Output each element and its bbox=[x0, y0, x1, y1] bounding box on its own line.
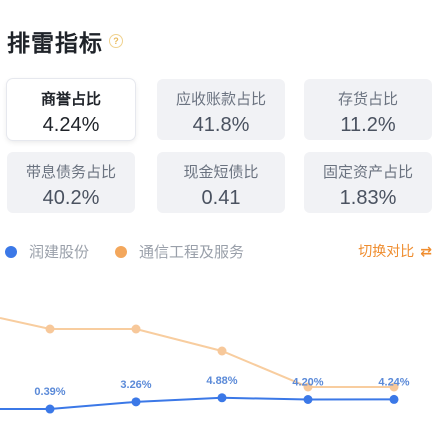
industry-series-point[interactable] bbox=[303, 382, 313, 392]
industry-series-point[interactable] bbox=[131, 324, 141, 334]
metric-label: 应收账款占比 bbox=[175, 91, 266, 108]
switch-compare-label: 切换对比 bbox=[358, 243, 415, 259]
legend-dot bbox=[115, 245, 128, 258]
company-data-label: 4.24% bbox=[378, 376, 409, 388]
help-icon[interactable]: ? bbox=[109, 34, 123, 48]
metric-label: 商誉占比 bbox=[40, 91, 101, 108]
metric-value: 40.2% bbox=[42, 187, 100, 209]
swap-icon: ⇄ bbox=[420, 242, 432, 259]
metric-value: 0.41 bbox=[201, 187, 241, 209]
metric-card-goodwill[interactable]: 商誉占比 4.24% bbox=[7, 79, 135, 140]
metric-value: 4.24% bbox=[42, 114, 100, 136]
metric-card-interest-debt[interactable]: 带息债务占比 40.2% bbox=[7, 152, 135, 213]
metric-card-fixed-assets[interactable]: 固定资产占比 1.83% bbox=[304, 152, 432, 213]
industry-series-point[interactable] bbox=[217, 346, 227, 356]
company-series-point[interactable] bbox=[389, 394, 399, 404]
metric-card-receivables[interactable]: 应收账款占比 41.8% bbox=[157, 79, 285, 140]
metric-card-cash-short-debt[interactable]: 现金短债比 0.41 bbox=[157, 152, 285, 213]
metric-value: 41.8% bbox=[192, 114, 250, 136]
company-series-line bbox=[0, 396, 395, 411]
metric-value: 1.83% bbox=[339, 187, 397, 209]
industry-series-line bbox=[0, 317, 394, 388]
page-title: 排雷指标 bbox=[7, 30, 103, 56]
company-data-label: 4.20% bbox=[292, 377, 323, 389]
metric-label: 带息债务占比 bbox=[25, 164, 116, 181]
metric-label: 存货占比 bbox=[337, 91, 398, 108]
metric-value: 11.2% bbox=[340, 114, 396, 136]
chart-legend: 润建股份 通信工程及服务 bbox=[5, 241, 270, 262]
company-series-point[interactable] bbox=[217, 393, 227, 403]
legend-dot bbox=[5, 245, 17, 258]
industry-series-point[interactable] bbox=[389, 382, 399, 392]
company-series-point[interactable] bbox=[45, 404, 55, 414]
switch-compare-button[interactable]: 切换对比 ⇄ bbox=[358, 241, 432, 261]
metrics-grid: 商誉占比 4.24% 应收账款占比 41.8% 存货占比 11.2% 带息债务占… bbox=[7, 79, 439, 216]
company-data-label: 0.39% bbox=[34, 386, 65, 398]
company-data-label: 4.88% bbox=[206, 375, 237, 387]
metric-label: 现金短债比 bbox=[183, 164, 259, 181]
legend-label: 润建股份 bbox=[29, 244, 90, 261]
line-chart: 0.39% 3.26% 4.88% 4.20% 4.24% bbox=[0, 317, 410, 414]
company-series-point[interactable] bbox=[303, 395, 313, 404]
metric-label: 固定资产占比 bbox=[322, 164, 413, 181]
industry-series-point[interactable] bbox=[45, 324, 55, 334]
company-series-point[interactable] bbox=[131, 397, 141, 407]
title-row: 排雷指标 ? bbox=[7, 24, 123, 58]
metric-card-inventory[interactable]: 存货占比 11.2% bbox=[304, 79, 432, 140]
legend-item-company[interactable]: 润建股份 bbox=[5, 241, 89, 262]
company-data-label: 3.26% bbox=[120, 379, 151, 391]
legend-label: 通信工程及服务 bbox=[139, 244, 245, 261]
legend-item-industry[interactable]: 通信工程及服务 bbox=[115, 241, 244, 262]
